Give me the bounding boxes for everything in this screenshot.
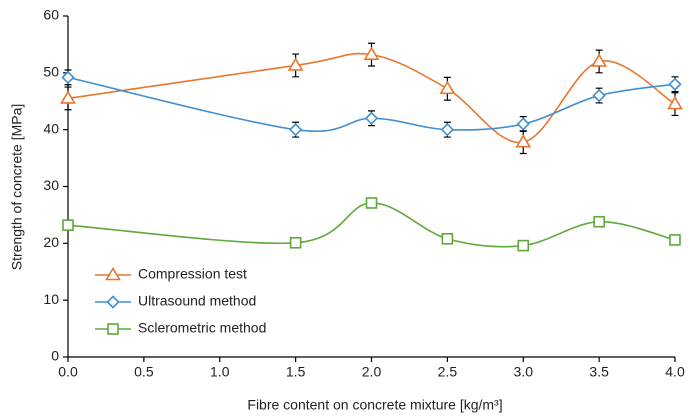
data-point (62, 219, 74, 231)
data-point (441, 232, 454, 245)
y-tick-label: 10 (43, 291, 59, 307)
x-tick-label: 3.0 (514, 364, 534, 380)
x-tick-label: 2.5 (438, 364, 458, 380)
legend-marker (107, 323, 119, 335)
data-point (591, 53, 608, 67)
x-tick-label: 3.5 (589, 364, 609, 380)
data-point (364, 111, 379, 125)
data-point (60, 90, 76, 104)
data-point (669, 234, 681, 246)
x-tick-label: 4.0 (665, 364, 685, 380)
data-point (365, 197, 378, 209)
x-tick-label: 0.0 (58, 364, 78, 380)
legend-marker (105, 266, 121, 281)
legend-marker (106, 295, 120, 309)
series-line (67, 202, 676, 248)
legend-label: Ultrasound method (138, 293, 256, 309)
data-point (287, 57, 304, 71)
legend-label: Compression test (138, 266, 247, 282)
data-point (667, 96, 683, 110)
x-tick-label: 1.0 (210, 364, 230, 380)
y-tick-label: 40 (43, 120, 59, 136)
x-tick-label: 2.0 (362, 364, 382, 380)
data-point (516, 117, 530, 131)
data-point (517, 239, 530, 252)
data-point (61, 70, 75, 85)
x-tick-label: 0.5 (134, 364, 154, 380)
x-axis-title: Fibre content on concrete mixture [kg/m³… (247, 397, 502, 413)
y-tick-label: 20 (43, 234, 59, 250)
data-point (289, 236, 302, 249)
data-point (288, 123, 303, 137)
data-point (440, 123, 455, 137)
y-tick-label: 0 (51, 348, 59, 364)
y-axis-title: Strength of concrete [MPa] (9, 104, 25, 271)
data-point (668, 77, 682, 91)
y-tick-label: 50 (43, 64, 59, 80)
data-point (592, 88, 606, 103)
legend-label: Sclerometric method (138, 320, 266, 336)
series-line (67, 52, 676, 144)
y-tick-label: 30 (43, 177, 59, 193)
data-point (515, 134, 532, 148)
data-point (363, 46, 380, 60)
x-tick-label: 1.5 (286, 364, 306, 380)
data-point (439, 80, 456, 95)
y-tick-label: 60 (43, 7, 59, 23)
data-point (593, 215, 605, 228)
